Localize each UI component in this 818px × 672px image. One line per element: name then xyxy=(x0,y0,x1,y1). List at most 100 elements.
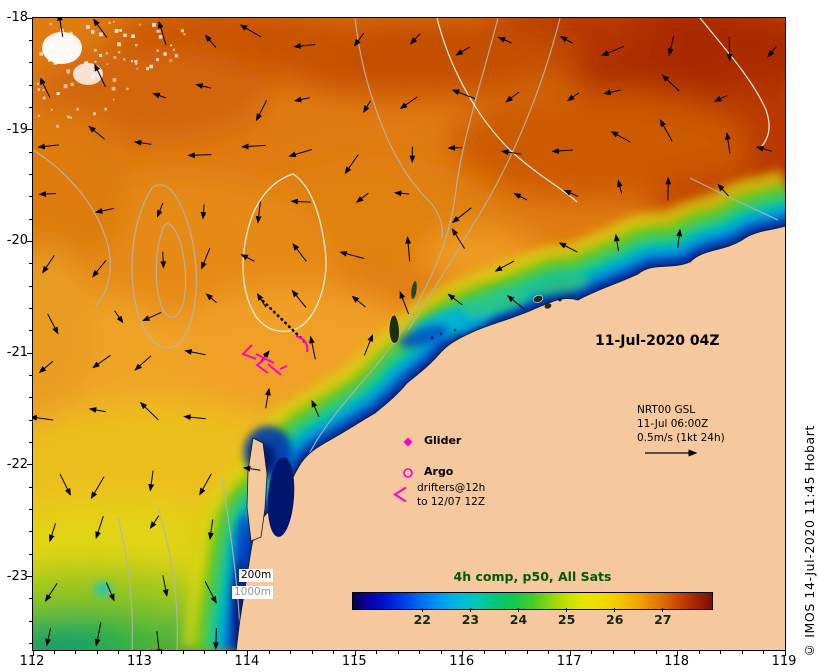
y-tick-mark xyxy=(27,240,32,242)
x-tick-label: 118 xyxy=(664,654,689,669)
map-canvas xyxy=(33,18,785,650)
y-tick-mark xyxy=(29,285,32,287)
x-tick-mark xyxy=(247,651,249,656)
colorbar-title: 4h comp, p50, All Sats xyxy=(453,569,612,584)
drifter-marker-icon xyxy=(393,486,407,503)
colorbar-tick-mark xyxy=(566,608,568,612)
x-tick-mark xyxy=(591,651,593,654)
x-tick-label: 117 xyxy=(556,654,582,669)
x-tick-mark xyxy=(720,651,722,654)
contour-label-200m: 200m xyxy=(239,569,274,582)
x-tick-mark xyxy=(763,651,765,654)
colorbar-tick-mark xyxy=(662,608,664,612)
y-tick-mark xyxy=(29,419,32,421)
y-tick-mark xyxy=(29,531,32,533)
glider-track xyxy=(261,299,309,353)
x-tick-mark xyxy=(634,651,636,654)
x-tick-mark xyxy=(96,651,98,654)
y-tick-mark xyxy=(29,173,32,175)
y-tick-mark xyxy=(29,151,32,153)
x-tick-mark xyxy=(548,651,550,654)
y-tick-mark xyxy=(27,464,32,466)
legend-glider-label: Glider xyxy=(424,434,462,447)
x-tick-mark xyxy=(53,651,55,654)
y-tick-mark xyxy=(29,441,32,443)
x-tick-label: 112 xyxy=(19,654,45,669)
missing-data-speckles xyxy=(36,21,186,128)
x-tick-mark xyxy=(376,651,378,654)
x-tick-mark xyxy=(419,651,421,654)
y-tick-mark xyxy=(27,576,32,577)
y-tick-mark xyxy=(29,196,32,198)
credit-text: © IMOS 14-Jul-2020 11:45 Hobart xyxy=(802,425,817,658)
x-tick-mark xyxy=(139,651,141,656)
y-tick-mark xyxy=(29,598,32,600)
y-tick-label: -23 xyxy=(6,568,28,584)
valid-time-label: 11-Jul-2020 04Z xyxy=(595,333,720,349)
x-tick-mark xyxy=(741,651,743,654)
legend-argo-label: Argo xyxy=(424,465,454,478)
x-tick-mark xyxy=(75,651,77,654)
y-tick-label: -19 xyxy=(6,121,28,137)
y-tick-mark xyxy=(29,397,32,399)
x-tick-label: 113 xyxy=(127,654,152,669)
x-tick-mark xyxy=(612,651,614,654)
exmouth-gulf-water xyxy=(267,457,295,537)
y-tick-mark xyxy=(29,620,32,622)
legend-drifters-line2: to 12/07 12Z xyxy=(417,496,486,508)
y-tick-mark xyxy=(29,263,32,265)
glider-marker-icon xyxy=(403,437,413,447)
x-tick-mark xyxy=(204,651,206,654)
y-tick-mark xyxy=(29,553,32,555)
x-tick-mark xyxy=(784,651,786,656)
x-tick-mark xyxy=(268,651,270,654)
y-tick-label: -18 xyxy=(6,10,28,25)
x-tick-mark xyxy=(290,651,292,654)
y-tick-label: -21 xyxy=(6,345,28,361)
colorbar-tick-mark xyxy=(469,608,471,612)
y-tick-mark xyxy=(27,129,32,131)
colorbar-tick-label: 23 xyxy=(461,612,480,627)
y-tick-mark xyxy=(29,330,32,332)
y-tick-mark xyxy=(29,39,32,41)
x-tick-mark xyxy=(698,651,700,654)
x-tick-mark xyxy=(505,651,507,654)
colorbar-tick-label: 26 xyxy=(606,612,624,627)
legend-drifters-line1: drifters@12h xyxy=(417,482,486,494)
x-tick-mark xyxy=(397,651,399,654)
x-tick-mark xyxy=(161,651,163,654)
x-tick-mark xyxy=(333,651,335,654)
x-tick-label: 115 xyxy=(341,654,367,669)
y-tick-label: -22 xyxy=(6,456,28,472)
land xyxy=(235,225,785,650)
colorbar-tick-label: 22 xyxy=(413,612,431,627)
reference-vector-label: NRT00 GSL 11-Jul 06:00Z 0.5m/s (1kt 24h) xyxy=(637,403,725,445)
argo-marker-icon xyxy=(403,468,413,478)
x-tick-mark xyxy=(32,651,34,656)
x-tick-mark xyxy=(354,651,356,656)
colorbar xyxy=(352,592,713,610)
x-tick-label: 116 xyxy=(449,654,475,669)
y-tick-mark xyxy=(29,307,32,309)
x-tick-mark xyxy=(569,651,571,656)
x-tick-mark xyxy=(677,651,679,656)
x-tick-mark xyxy=(225,651,227,654)
map-area: 11-Jul-2020 04Z NRT00 GSL 11-Jul 06:00Z … xyxy=(32,17,786,651)
ref-vector-line3: 0.5m/s (1kt 24h) xyxy=(637,432,725,444)
x-tick-mark xyxy=(440,651,442,654)
peninsula xyxy=(246,437,268,542)
x-tick-mark xyxy=(311,651,313,654)
x-tick-mark xyxy=(526,651,528,654)
x-tick-label: 119 xyxy=(771,654,797,669)
y-tick-mark xyxy=(29,84,32,86)
y-tick-mark xyxy=(29,508,32,510)
drifter-tracks xyxy=(241,344,288,376)
y-tick-mark xyxy=(29,486,32,488)
y-tick-mark xyxy=(29,106,32,108)
colorbar-tick-label: 25 xyxy=(557,612,576,627)
y-tick-mark xyxy=(29,374,32,376)
y-tick-mark xyxy=(29,643,32,645)
y-tick-mark xyxy=(27,352,32,354)
x-tick-mark xyxy=(118,651,120,654)
y-tick-mark xyxy=(27,17,32,19)
